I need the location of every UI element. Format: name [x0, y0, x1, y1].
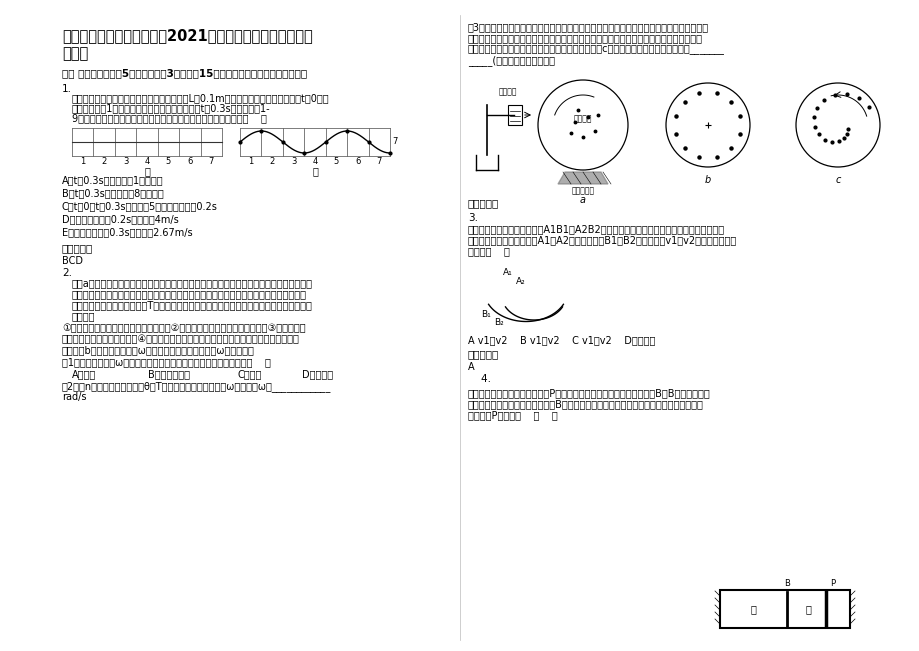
Text: A．t＝0.3s时刻，质点1向上运动: A．t＝0.3s时刻，质点1向上运动 [62, 175, 164, 185]
Text: 行实验：: 行实验： [72, 311, 96, 321]
Text: 4.: 4. [468, 374, 491, 384]
Text: c: c [834, 175, 840, 185]
Text: 波恰传到质点1，并立即开始向上振动，经过时间t＝0.3s，所选取的1-: 波恰传到质点1，并立即开始向上振动，经过时间t＝0.3s，所选取的1- [72, 103, 270, 113]
Text: 4: 4 [312, 157, 317, 166]
Text: 电火花器: 电火花器 [498, 87, 516, 96]
Text: 乙: 乙 [312, 166, 318, 176]
Text: 3: 3 [290, 157, 296, 166]
Text: A．秒表: A．秒表 [72, 369, 96, 379]
Text: 如图所示，固定容器及可动活塞P都是绝热的，中间有一导热的固定隔板B，B的两边分别盛: 如图所示，固定容器及可动活塞P都是绝热的，中间有一导热的固定隔板B，B的两边分别… [468, 388, 710, 398]
Text: A v1＞v2    B v1＜v2    C v1＝v2    D无法判断: A v1＞v2 B v1＜v2 C v1＝v2 D无法判断 [468, 335, 654, 345]
Text: B₁: B₁ [481, 310, 490, 319]
Text: （2）若n个点对应的圆心角是θ，T为打点的时间间隔，写出ω的表达式ω＝____________: （2）若n个点对应的圆心角是θ，T为打点的时间间隔，写出ω的表达式ω＝_____… [62, 381, 331, 392]
Bar [507, 105, 521, 125]
Text: B．t＝0.3s时刻，质点8向下运动: B．t＝0.3s时刻，质点8向下运动 [62, 188, 164, 198]
Text: 轴上，在电动机的带动下匀速转动，在圆形卡纸的一侧垂直安装一个改装了的电火花计时器: 轴上，在电动机的带动下匀速转动，在圆形卡纸的一侧垂直安装一个改装了的电火花计时器 [72, 289, 307, 299]
Text: 同时，可以缓慢地将电火花计时器沿圆形卡纸半径方向向卡纸中心移动，则卡纸上打下的点: 同时，可以缓慢地将电火花计时器沿圆形卡纸半径方向向卡纸中心移动，则卡纸上打下的点 [468, 33, 702, 43]
Text: BCD: BCD [62, 256, 83, 266]
Text: rad/s: rad/s [62, 392, 86, 402]
Text: 7: 7 [391, 137, 397, 146]
Polygon shape [558, 172, 607, 184]
Text: E．该波的周期为0.3s，波速为2.67m/s: E．该波的周期为0.3s，波速为2.67m/s [62, 227, 192, 237]
Text: 3.: 3. [468, 213, 478, 223]
Text: A₂: A₂ [516, 277, 525, 286]
Text: 如图所示，固定的两弧形轨道A1B1和A2B2的长度和高度都相同，滑块与他们之间的动摩擦: 如图所示，固定的两弧形轨道A1B1和A2B2的长度和高度都相同，滑块与他们之间的… [468, 224, 724, 234]
Text: 一列简谐横波向右传播，在其传播路径上每隔L＝0.1m选取一个质点，如图甲所示，t＝0时刻: 一列简谐横波向右传播，在其传播路径上每隔L＝0.1m选取一个质点，如图甲所示，t… [72, 93, 329, 103]
Text: A: A [468, 362, 474, 372]
Text: 1: 1 [248, 157, 253, 166]
Text: 7: 7 [376, 157, 381, 166]
Text: 2.: 2. [62, 268, 72, 278]
Text: 计时器的电源，使其工作起来④关闭电动机，拆除电火花计时器，研究卡纸上留下的一段痕: 计时器的电源，使其工作起来④关闭电动机，拆除电火花计时器，研究卡纸上留下的一段痕 [62, 334, 300, 344]
Text: _____(填有影响或没有影响）: _____(填有影响或没有影响） [468, 55, 554, 66]
Text: P: P [829, 579, 834, 588]
Text: 2: 2 [101, 157, 107, 166]
Text: 迹，如图b所示。写出角速度ω的表达式，代入数据，得出ω的测量值。: 迹，如图b所示。写出角速度ω的表达式，代入数据，得出ω的测量值。 [62, 345, 255, 355]
Text: （3）为了避免卡纸连续转动的过程中出现打点重叠，在电火花计时器与盘面保持良好接触的: （3）为了避免卡纸连续转动的过程中出现打点重叠，在电火花计时器与盘面保持良好接触… [468, 22, 709, 32]
Text: ①使电火花计时器与圆形卡保持良好接触②启动电动机，使圆形卡纸转动起来③接通电火花: ①使电火花计时器与圆形卡保持良好接触②启动电动机，使圆形卡纸转动起来③接通电火花 [62, 323, 305, 333]
Text: B₂: B₂ [494, 318, 504, 327]
Text: 有气体甲和乙。现将活塞缓慢地向B移动一段距离，已知气体的温度随内能的增加而升高，: 有气体甲和乙。现将活塞缓慢地向B移动一段距离，已知气体的温度随内能的增加而升高， [468, 399, 703, 409]
Text: 电动机底座: 电动机底座 [571, 186, 594, 195]
Text: 1.: 1. [62, 84, 72, 94]
Text: 湖北省襄阳市第三十四中学2021年高三物理下学期期末试卷: 湖北省襄阳市第三十四中学2021年高三物理下学期期末试卷 [62, 28, 312, 43]
Text: （1）要得到角速度ω的测量值，还缺少一种必要的测量工具，它是：（    ）: （1）要得到角速度ω的测量值，还缺少一种必要的测量工具，它是：（ ） [62, 357, 270, 367]
Text: 关系为（    ）: 关系为（ ） [468, 246, 509, 256]
Text: D．量角器: D．量角器 [301, 369, 333, 379]
Text: 因数也相同。当滑块分别从A1和A2由静止起滑到B1、B2时的速度为v1和v2，则两速度大小: 因数也相同。当滑块分别从A1和A2由静止起滑到B1、B2时的速度为v1和v2，则… [468, 235, 736, 245]
Text: 9号质点间第一次出现如图乙所示的波形，则下列判断正确的是：（    ）: 9号质点间第一次出现如图乙所示的波形，则下列判断正确的是：（ ） [72, 113, 267, 123]
Text: 2: 2 [269, 157, 275, 166]
Text: 甲: 甲 [144, 166, 150, 176]
Text: 一、 选择题：本题共5小题，每小题3分，共计15分。每小题只有一个选项符合题意: 一、 选择题：本题共5小题，每小题3分，共计15分。每小题只有一个选项符合题意 [62, 68, 307, 78]
Text: 5: 5 [334, 157, 339, 166]
Text: 4: 4 [144, 157, 150, 166]
Text: a: a [579, 195, 585, 205]
Text: D．该波的周期为0.2s，波速为4m/s: D．该波的周期为0.2s，波速为4m/s [62, 214, 178, 224]
Text: 6: 6 [187, 157, 192, 166]
Text: 甲: 甲 [750, 604, 756, 614]
Text: B: B [783, 579, 789, 588]
Text: b: b [704, 175, 710, 185]
Text: 6: 6 [355, 157, 360, 166]
Text: 含解析: 含解析 [62, 46, 88, 61]
Text: C．圆规: C．圆规 [238, 369, 262, 379]
Text: 参考答案：: 参考答案： [62, 243, 93, 253]
Text: 1: 1 [80, 157, 85, 166]
Text: 圆形卡纸: 圆形卡纸 [573, 115, 592, 124]
Text: A₁: A₁ [503, 268, 512, 277]
Text: 7: 7 [209, 157, 214, 166]
Text: 参考答案：: 参考答案： [468, 349, 499, 359]
Text: 乙: 乙 [805, 604, 811, 614]
Bar [720, 590, 849, 628]
Text: B．毫米刻度尺: B．毫米刻度尺 [148, 369, 190, 379]
Text: 3: 3 [123, 157, 128, 166]
Text: 如图a所示为测量电动机匀速转动时角速度的实验装置，半径不大的圆形卡纸固定在电动机转: 如图a所示为测量电动机匀速转动时角速度的实验装置，半径不大的圆形卡纸固定在电动机… [72, 278, 312, 288]
Text: 5: 5 [165, 157, 171, 166]
Text: 的分布曲线不是一个圆，而是类似一种螺旋线，如图c所示，这对测量结果有影响吗？_______: 的分布曲线不是一个圆，而是类似一种螺旋线，如图c所示，这对测量结果有影响吗？__… [468, 44, 724, 54]
Text: 则在移动P的过程中    （    ）: 则在移动P的过程中 （ ） [468, 410, 557, 420]
Text: C．t＝0至t＝0.3s内，质点5运动的时间只有0.2s: C．t＝0至t＝0.3s内，质点5运动的时间只有0.2s [62, 201, 218, 211]
Text: 参考答案：: 参考答案： [468, 198, 499, 208]
Text: ，已知它可以每隔相同的时间T，在圆形卡纸上留下一个圆形跑点。某同学按下列实验步骤进: ，已知它可以每隔相同的时间T，在圆形卡纸上留下一个圆形跑点。某同学按下列实验步骤… [72, 300, 312, 310]
